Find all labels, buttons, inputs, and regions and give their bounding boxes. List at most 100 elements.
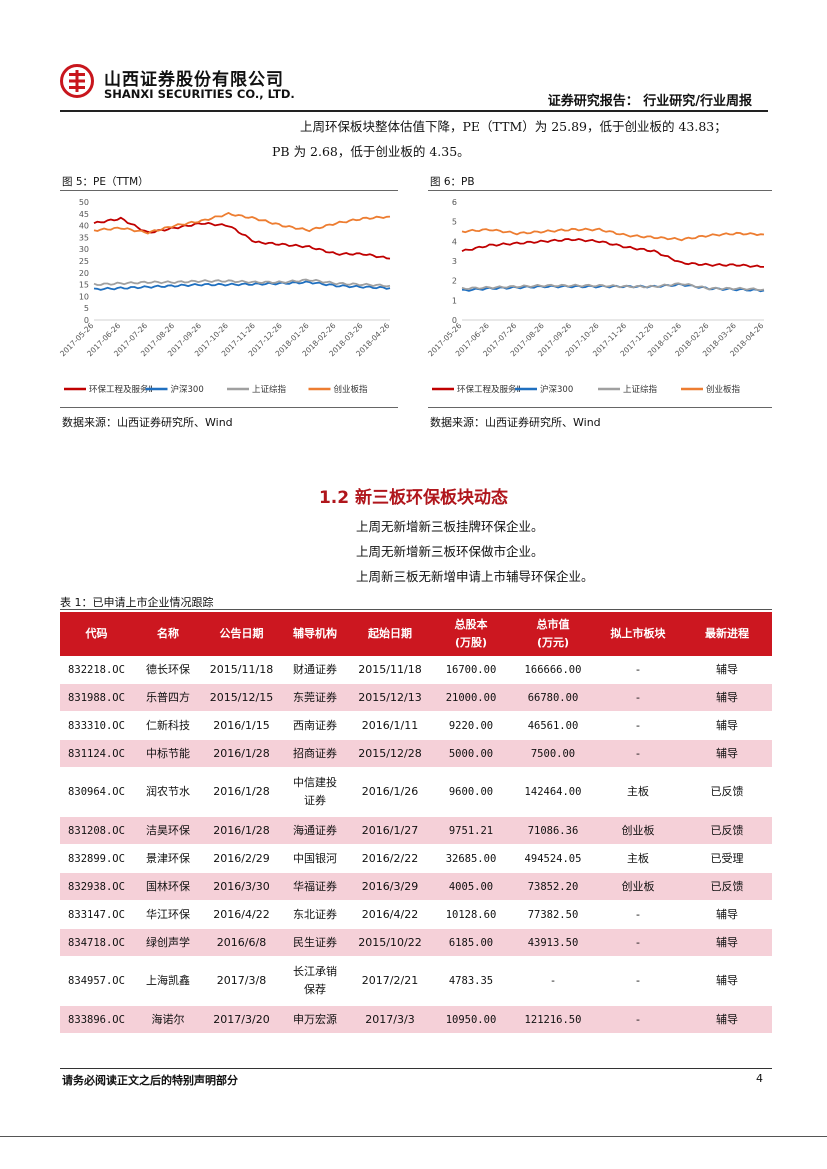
table-cell: 申万宏源 <box>280 1005 350 1034</box>
table-cell: 东北证券 <box>280 900 350 929</box>
table-cell: 洁昊环保 <box>133 816 203 845</box>
intro-line-2: PB 为 2.68，低于创业板的 4.35。 <box>272 144 470 159</box>
legend-label: 上证综指 <box>623 384 658 395</box>
table-cell: 2017/3/8 <box>203 956 280 1006</box>
figure-5-source: 数据来源：山西证券研究所、Wind <box>62 416 233 429</box>
table-cell: 833147.OC <box>60 900 133 929</box>
table-title: 表 1：已申请上市企业情况跟踪 <box>60 596 214 609</box>
table-cell: 2016/4/22 <box>203 900 280 929</box>
table-cell: 832899.OC <box>60 844 133 873</box>
table-cell: 海通证券 <box>280 816 350 845</box>
table-cell: 43913.50 <box>512 928 594 957</box>
table-cell: 121216.50 <box>512 1005 594 1034</box>
table-cell: - <box>594 1005 682 1034</box>
table-cell: 辅导 <box>682 656 772 684</box>
table-cell: - <box>594 739 682 768</box>
table-cell: 已受理 <box>682 844 772 873</box>
column-header: 总市值 (万元) <box>512 612 594 656</box>
table-cell: 21000.00 <box>430 683 512 712</box>
legend-label: 沪深300 <box>540 384 573 395</box>
table-cell: 2015/10/22 <box>350 928 430 957</box>
table-cell: 华江环保 <box>133 900 203 929</box>
intro-line-1: 上周环保板块整体估值下降，PE（TTM）为 25.89，低于创业板的 43.83… <box>300 119 727 134</box>
table-cell: 142464.00 <box>512 767 594 817</box>
table-title-rule <box>60 609 772 610</box>
table-cell: 2016/1/28 <box>203 767 280 817</box>
table-cell: 830964.OC <box>60 767 133 817</box>
figure-6-bottom-rule <box>428 407 772 408</box>
company-name-en: SHANXI SECURITIES CO., LTD. <box>104 87 295 101</box>
table-cell: 16700.00 <box>430 656 512 684</box>
series-line <box>461 238 764 268</box>
company-name-cn: 山西证券股份有限公司 <box>104 70 284 90</box>
table-cell: 2016/3/29 <box>350 872 430 901</box>
table-cell: 832938.OC <box>60 872 133 901</box>
table-row: 832899.OC 景津环保 2016/2/29 中国银河 2016/2/22 32685… <box>60 844 772 873</box>
table-cell: 9220.00 <box>430 711 512 740</box>
table-cell: 166666.00 <box>512 656 594 684</box>
table-row: 830964.OC 润农节水 2016/1/28 中信建投 证券 2016/1/26 96… <box>60 767 772 817</box>
table-cell: - <box>594 656 682 684</box>
table-cell: - <box>512 956 594 1006</box>
table-cell: 绿创声学 <box>133 928 203 957</box>
table-cell: 辅导 <box>682 956 772 1006</box>
page-bottom-rule <box>0 1136 827 1137</box>
table-cell: 2015/12/28 <box>350 739 430 768</box>
table-cell: 73852.20 <box>512 872 594 901</box>
table-cell: 德长环保 <box>133 656 203 684</box>
y-tick-label: 5 <box>452 218 457 227</box>
table-cell: 辅导 <box>682 711 772 740</box>
table-cell: 财通证券 <box>280 656 350 684</box>
table-cell: 创业板 <box>594 816 682 845</box>
table-cell: 2016/1/28 <box>203 739 280 768</box>
table-cell: 6185.00 <box>430 928 512 957</box>
table-cell: 已反馈 <box>682 767 772 817</box>
y-tick-label: 6 <box>452 198 457 207</box>
column-header: 总股本 (万股) <box>430 612 512 656</box>
legend-label: 沪深300 <box>171 384 204 395</box>
table-cell: 辅导 <box>682 683 772 712</box>
y-tick-label: 4 <box>452 237 457 246</box>
table-cell: 2016/2/29 <box>203 844 280 873</box>
table-cell: 辅导 <box>682 900 772 929</box>
table-cell: 9751.21 <box>430 816 512 845</box>
y-tick-label: 15 <box>79 281 89 290</box>
table-cell: - <box>594 711 682 740</box>
footer-disclaimer: 请务必阅读正文之后的特别声明部分 <box>62 1074 238 1087</box>
y-tick-label: 20 <box>79 269 89 278</box>
series-line <box>93 211 391 235</box>
table-cell: 71086.36 <box>512 816 594 845</box>
table-cell: 2016/1/28 <box>203 816 280 845</box>
y-tick-label: 25 <box>79 257 89 266</box>
table-cell: 494524.05 <box>512 844 594 873</box>
y-tick-label: 35 <box>79 233 89 242</box>
figure-5-top-rule <box>60 190 398 191</box>
sxs-logo-icon <box>60 64 94 98</box>
table-cell: 10128.60 <box>430 900 512 929</box>
footer-divider <box>60 1068 772 1069</box>
table-cell: 4783.35 <box>430 956 512 1006</box>
section-title: 1.2 新三板环保板块动态 <box>318 488 509 508</box>
legend-label: 上证综指 <box>252 384 287 395</box>
table-cell: 831208.OC <box>60 816 133 845</box>
table-cell: 834718.OC <box>60 928 133 957</box>
pb-chart: 01234562017-05-262017-06-262017-07-26201… <box>426 198 765 395</box>
table-cell: 2017/3/20 <box>203 1005 280 1034</box>
table-cell: 2015/12/15 <box>203 683 280 712</box>
figure-6-source: 数据来源：山西证券研究所、Wind <box>430 416 601 429</box>
table-cell: 上海凯鑫 <box>133 956 203 1006</box>
table-cell: 已反馈 <box>682 872 772 901</box>
table-row: 832938.OC 国林环保 2016/3/30 华福证券 2016/3/29 4005.… <box>60 872 772 901</box>
page-number: 4 <box>756 1072 763 1085</box>
figure-5-bottom-rule <box>60 407 398 408</box>
table-cell: 华福证券 <box>280 872 350 901</box>
table-cell: 4005.00 <box>430 872 512 901</box>
table-cell: 10950.00 <box>430 1005 512 1034</box>
legend-label: 创业板指 <box>334 384 369 395</box>
report-type: 证券研究报告： 行业研究/行业周报 <box>547 94 752 109</box>
table-cell: 国林环保 <box>133 872 203 901</box>
table-cell: - <box>594 956 682 1006</box>
table-cell: 77382.50 <box>512 900 594 929</box>
table-row: 832218.OC 德长环保 2015/11/18 财通证券 2015/11/18 167… <box>60 656 772 684</box>
column-header: 起始日期 <box>350 612 430 656</box>
